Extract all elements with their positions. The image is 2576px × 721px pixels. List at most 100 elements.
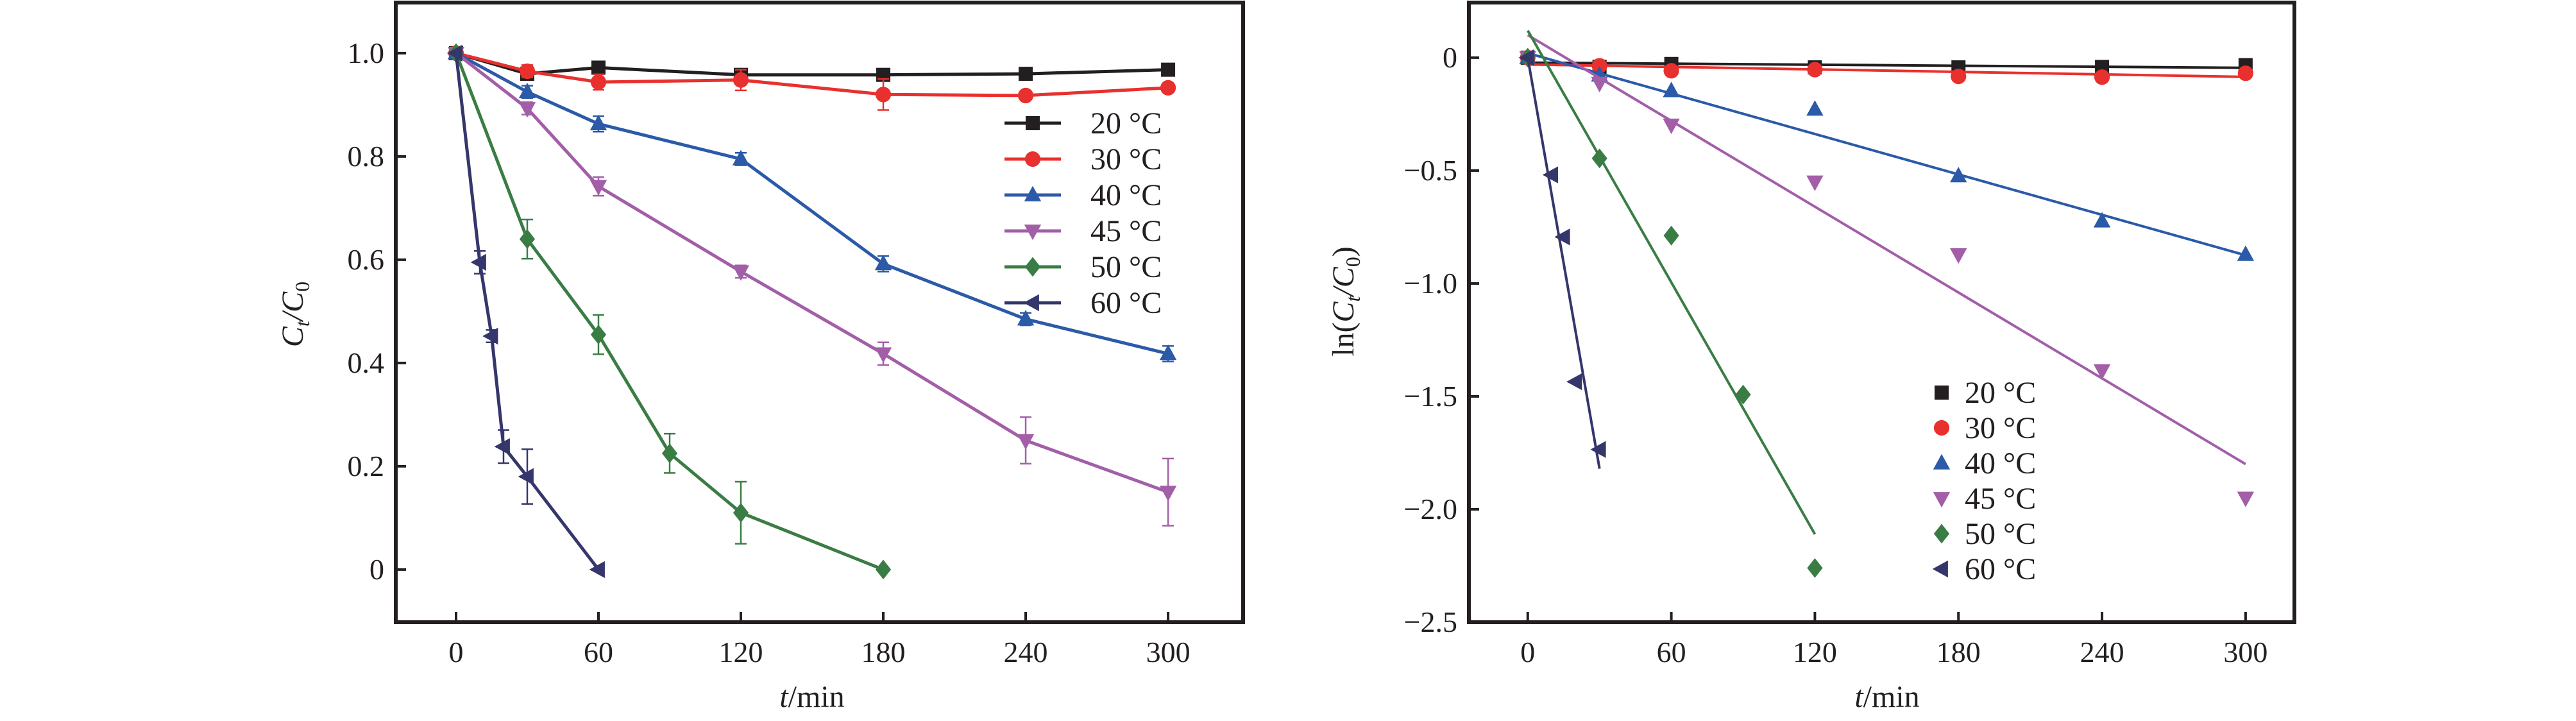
right-ylabel-sub2: 0: [1341, 257, 1364, 267]
right-series-3: [1519, 48, 2255, 261]
right-data-point: [1806, 175, 1824, 191]
left-legend-item: 30 °C: [1004, 142, 1162, 176]
right-fit-line: [1527, 33, 2246, 466]
right-legend-item: 60 °C: [1932, 552, 2036, 586]
right-fit-line: [1527, 51, 2246, 257]
right-legend-label: 45 °C: [1965, 482, 2036, 516]
right-y-tick-label: −1.5: [1404, 380, 1457, 412]
right-legend-marker: [1932, 560, 1948, 578]
right-data-point: [2093, 364, 2111, 380]
left-data-point: [518, 82, 536, 99]
right-ylabel-sep: /C: [1326, 266, 1360, 298]
left-data-point: [589, 561, 605, 579]
right-x-tick-label: 0: [1520, 636, 1535, 668]
left-legend-item: 20 °C: [1004, 106, 1162, 140]
left-data-point: [518, 468, 534, 486]
left-data-point: [661, 443, 678, 464]
right-fit-line: [1527, 30, 1817, 535]
left-data-point: [874, 347, 892, 363]
left-series-6: [446, 44, 605, 579]
right-data-point: [1590, 441, 1606, 458]
left-legend-label: 45 °C: [1090, 214, 1162, 248]
left-data-point: [1017, 310, 1035, 326]
right-ylabel-post: ): [1326, 246, 1360, 257]
right-data-point: [1807, 62, 1823, 78]
right-chart: 0 60 120 180 240 300 0 −0.5 −1.0 −1.5 −2.0 −2.5 20 …: [1326, 1, 2296, 714]
left-data-point: [591, 60, 606, 75]
left-axis-ticks: 0 60 120 180 240 300 0 0.2 0.4 0.6 0.8 1.0: [348, 37, 1191, 668]
right-axis-ticks: 0 60 120 180 240 300 0 −0.5 −1.0 −1.5 −2.0 −2.5: [1404, 41, 2268, 668]
right-data-point: [2237, 245, 2255, 261]
left-series-line: [455, 51, 1169, 494]
right-data-point: [1806, 100, 1824, 116]
right-fit-line: [1526, 57, 1601, 469]
right-data-point: [1591, 58, 1607, 74]
right-x-axis-title: t/min: [1854, 680, 1919, 714]
left-legend-item: 40 °C: [1004, 178, 1162, 212]
left-data-point: [589, 180, 607, 196]
left-data-point: [732, 149, 750, 165]
left-data-point: [494, 438, 510, 455]
left-ylabel-sub1: t: [291, 320, 314, 327]
left-legend-marker: [1026, 116, 1040, 130]
right-series-6: [1518, 49, 1606, 469]
left-legend-marker: [1024, 151, 1041, 167]
right-ylabel-sub1: t: [1341, 295, 1364, 301]
left-data-point: [470, 253, 486, 271]
right-series-4: [1519, 33, 2255, 507]
right-fit-line: [1527, 61, 2246, 69]
right-legend-label: 40 °C: [1965, 446, 2036, 480]
right-legend: 20 °C30 °C40 °C45 °C50 °C60 °C: [1932, 376, 2036, 586]
left-data-point: [519, 229, 536, 250]
left-data-point: [482, 327, 498, 345]
right-y-tick-label: 0: [1443, 41, 1457, 74]
left-data-point: [1019, 67, 1033, 81]
left-data-point: [732, 265, 750, 281]
right-data-point: [2237, 65, 2253, 81]
left-legend-label: 60 °C: [1090, 286, 1162, 320]
left-x-tick-label: 120: [719, 636, 763, 668]
left-data-point: [519, 63, 536, 80]
right-legend-item: 50 °C: [1933, 517, 2036, 551]
left-data-point: [1161, 62, 1176, 77]
right-xlabel-rest: /min: [1863, 680, 1920, 714]
left-legend-marker: [1024, 185, 1042, 201]
right-legend-marker: [1933, 492, 1951, 508]
left-y-tick-label: 0: [369, 553, 384, 586]
right-y-axis-title: ln(Ct/C0): [1326, 246, 1364, 357]
left-series-line: [455, 51, 1169, 355]
right-legend-marker: [1935, 386, 1949, 400]
left-y-axis-title: Ct/C0: [276, 282, 314, 347]
right-series-group: [1518, 30, 2255, 578]
left-data-point: [874, 255, 892, 271]
left-data-point: [733, 72, 749, 88]
right-data-point: [1566, 373, 1582, 391]
right-legend-label: 50 °C: [1965, 517, 2036, 551]
left-legend-marker: [1023, 294, 1039, 312]
right-legend-marker: [1933, 523, 1950, 544]
right-legend-label: 30 °C: [1965, 411, 2036, 445]
left-ylabel-main: C: [276, 326, 310, 347]
left-legend-item: 45 °C: [1004, 214, 1162, 248]
left-data-point: [518, 102, 536, 118]
left-y-tick-label: 1.0: [348, 37, 385, 69]
left-y-tick-label: 0.4: [348, 346, 385, 379]
right-legend-label: 20 °C: [1965, 376, 2036, 410]
left-legend-label: 40 °C: [1090, 178, 1162, 212]
left-chart: 0 60 120 180 240 300 0 0.2 0.4 0.6 0.8 1.0 20 °C30 …: [276, 1, 1245, 714]
right-series-5: [1520, 30, 1823, 578]
left-legend: 20 °C30 °C40 °C45 °C50 °C60 °C: [1004, 106, 1162, 320]
left-data-point: [1159, 344, 1177, 360]
left-legend-marker: [1024, 225, 1042, 241]
right-data-point: [1663, 81, 1680, 98]
left-data-point: [590, 74, 607, 90]
right-fit-line: [1527, 63, 2246, 78]
right-legend-item: 20 °C: [1935, 376, 2036, 410]
right-data-point: [1663, 225, 1679, 246]
left-data-point: [590, 325, 607, 345]
right-ylabel-main: C: [1326, 301, 1360, 322]
right-legend-item: 45 °C: [1933, 482, 2036, 516]
left-plot-frame: [394, 1, 1245, 624]
right-y-tick-label: −1.0: [1404, 267, 1457, 300]
left-data-point: [1017, 434, 1035, 450]
